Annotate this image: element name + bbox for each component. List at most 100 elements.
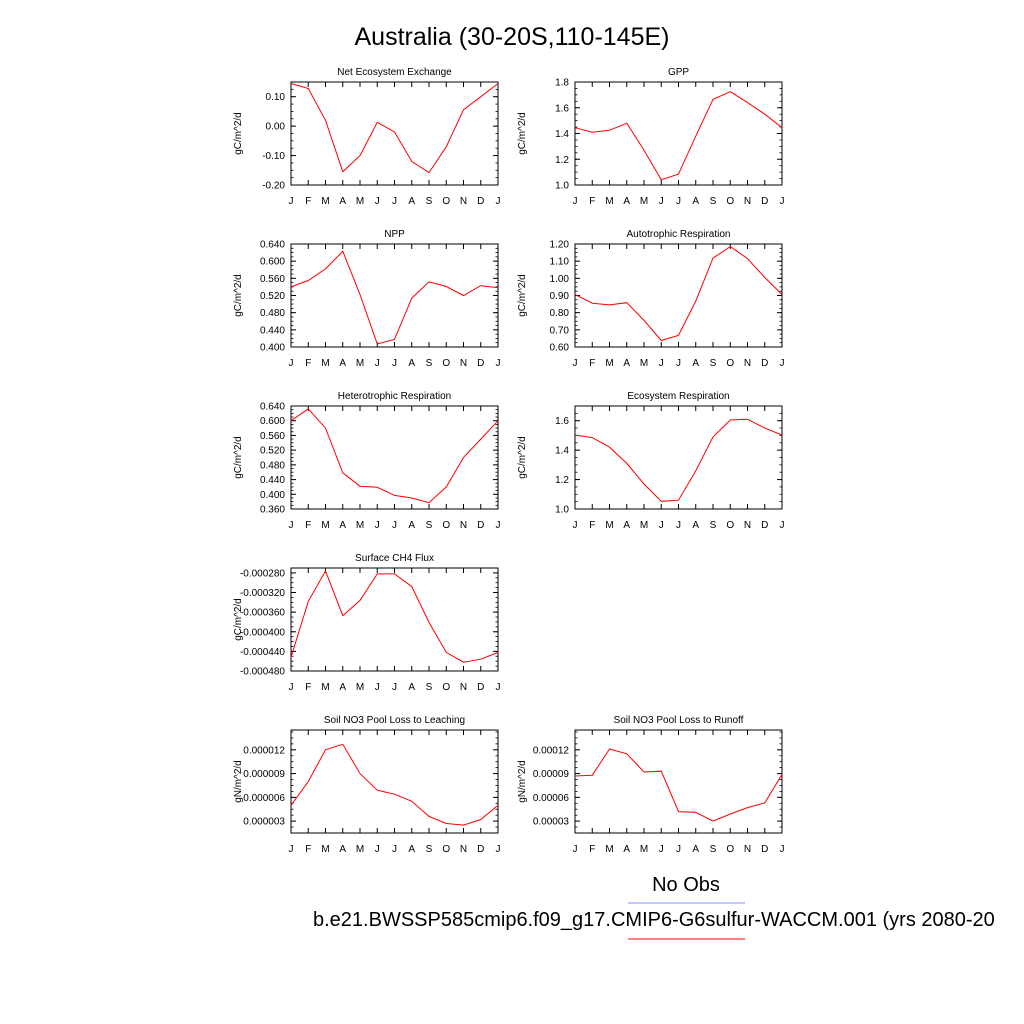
y-tick-label: 0.560 — [260, 274, 285, 285]
y-tick-label: 0.10 — [266, 92, 286, 103]
panel-title: Autotrophic Respiration — [627, 229, 731, 240]
x-tick-label: J — [392, 358, 397, 369]
x-tick-label: S — [710, 196, 717, 207]
panel-title: Soil NO3 Pool Loss to Leaching — [324, 715, 465, 726]
y-axis-label: gC/m^2/d — [517, 436, 528, 479]
x-tick-label: J — [289, 682, 294, 693]
x-tick-label: S — [426, 682, 433, 693]
series-line — [290, 408, 499, 504]
x-tick-label: J — [780, 844, 785, 855]
x-tick-label: S — [426, 196, 433, 207]
y-tick-label: 0.90 — [550, 291, 570, 302]
chart-panel: Net Ecosystem Exchange gC/m^2/d -0.20 -0.10… — [233, 67, 501, 207]
plot-frame — [290, 405, 499, 510]
series-line — [574, 748, 783, 822]
chart-panel: Soil NO3 Pool Loss to Leaching gN/m^2/d0.… — [233, 715, 501, 855]
x-tick-label: J — [289, 520, 294, 531]
y-tick-label: -0.000440 — [240, 647, 285, 658]
x-tick-label: O — [726, 196, 734, 207]
x-tick-label: A — [408, 358, 415, 369]
x-tick-label: J — [496, 682, 501, 693]
y-tick-label: 1.0 — [555, 181, 569, 192]
figure-title: Australia (30-20S,110-145E) — [355, 23, 670, 51]
x-tick-label: N — [460, 682, 467, 693]
y-tick-label: -0.20 — [262, 181, 285, 192]
y-axis-label: gN/m^2/d — [233, 760, 244, 803]
y-tick-label: 0.00006 — [533, 793, 570, 804]
x-tick-label: M — [640, 196, 648, 207]
x-tick-label: J — [496, 844, 501, 855]
x-tick-label: M — [605, 520, 613, 531]
x-tick-label: J — [392, 520, 397, 531]
x-tick-label: J — [659, 358, 664, 369]
y-tick-label: 0.440 — [260, 325, 285, 336]
y-tick-label: 0.00009 — [533, 769, 570, 780]
x-tick-label: M — [321, 358, 329, 369]
x-tick-label: J — [392, 682, 397, 693]
x-tick-label: M — [356, 196, 364, 207]
x-tick-label: M — [321, 844, 329, 855]
y-tick-label: 0.480 — [260, 460, 285, 471]
x-tick-label: N — [744, 358, 751, 369]
y-axis-label: gC/m^2/d — [233, 436, 244, 479]
x-tick-label: A — [408, 520, 415, 531]
x-tick-label: J — [289, 358, 294, 369]
chart-panel: NPP gC/m^2/d 0.400 0.440 0.480 0.520 0.560 0.60… — [233, 229, 501, 369]
series-line — [574, 245, 783, 342]
y-tick-label: 1.4 — [555, 446, 569, 457]
x-tick-label: J — [289, 844, 294, 855]
x-tick-label: J — [573, 196, 578, 207]
x-tick-label: O — [442, 520, 450, 531]
x-tick-label: D — [477, 358, 484, 369]
x-tick-label: J — [573, 844, 578, 855]
y-tick-label: 0.440 — [260, 475, 285, 486]
y-axis-label: gN/m^2/d — [517, 760, 528, 803]
x-tick-label: A — [692, 358, 699, 369]
y-tick-label: 1.2 — [555, 475, 569, 486]
y-axis-label: gC/m^2/d — [233, 112, 244, 155]
x-tick-label: O — [442, 358, 450, 369]
x-tick-label: F — [589, 844, 595, 855]
legend-case-label: b.e21.BWSSP585cmip6.f09_g17.CMIP6-G6sulf… — [313, 909, 995, 931]
plot-frame — [574, 81, 783, 186]
x-tick-label: M — [640, 520, 648, 531]
x-tick-label: M — [321, 196, 329, 207]
x-tick-label: D — [761, 844, 768, 855]
x-tick-label: A — [339, 196, 346, 207]
x-tick-label: J — [676, 844, 681, 855]
x-tick-label: M — [321, 682, 329, 693]
panel-title: Ecosystem Respiration — [627, 391, 729, 402]
legend-obs-label: No Obs — [652, 874, 720, 896]
y-tick-label: 0.000009 — [243, 769, 285, 780]
x-tick-label: M — [640, 844, 648, 855]
y-tick-label: -0.000280 — [240, 568, 285, 579]
x-tick-label: O — [442, 682, 450, 693]
x-tick-label: A — [623, 520, 630, 531]
x-tick-label: F — [589, 520, 595, 531]
x-tick-label: A — [339, 520, 346, 531]
x-tick-label: M — [356, 520, 364, 531]
series-line — [290, 250, 499, 345]
x-tick-label: D — [761, 358, 768, 369]
x-tick-label: J — [392, 844, 397, 855]
series-line — [290, 83, 499, 174]
y-tick-label: 0.640 — [260, 240, 285, 251]
x-tick-label: O — [442, 196, 450, 207]
x-tick-label: A — [408, 844, 415, 855]
x-tick-label: F — [589, 358, 595, 369]
x-tick-label: M — [640, 358, 648, 369]
x-tick-label: M — [605, 196, 613, 207]
panel-title: NPP — [384, 229, 405, 240]
x-tick-label: J — [676, 358, 681, 369]
x-tick-label: N — [744, 844, 751, 855]
x-tick-label: D — [477, 844, 484, 855]
series-line — [290, 743, 499, 826]
x-tick-label: N — [460, 520, 467, 531]
x-tick-label: A — [408, 196, 415, 207]
x-tick-label: F — [305, 844, 311, 855]
y-tick-label: 0.480 — [260, 308, 285, 319]
x-tick-label: F — [305, 196, 311, 207]
x-tick-label: S — [710, 358, 717, 369]
x-tick-label: O — [726, 520, 734, 531]
